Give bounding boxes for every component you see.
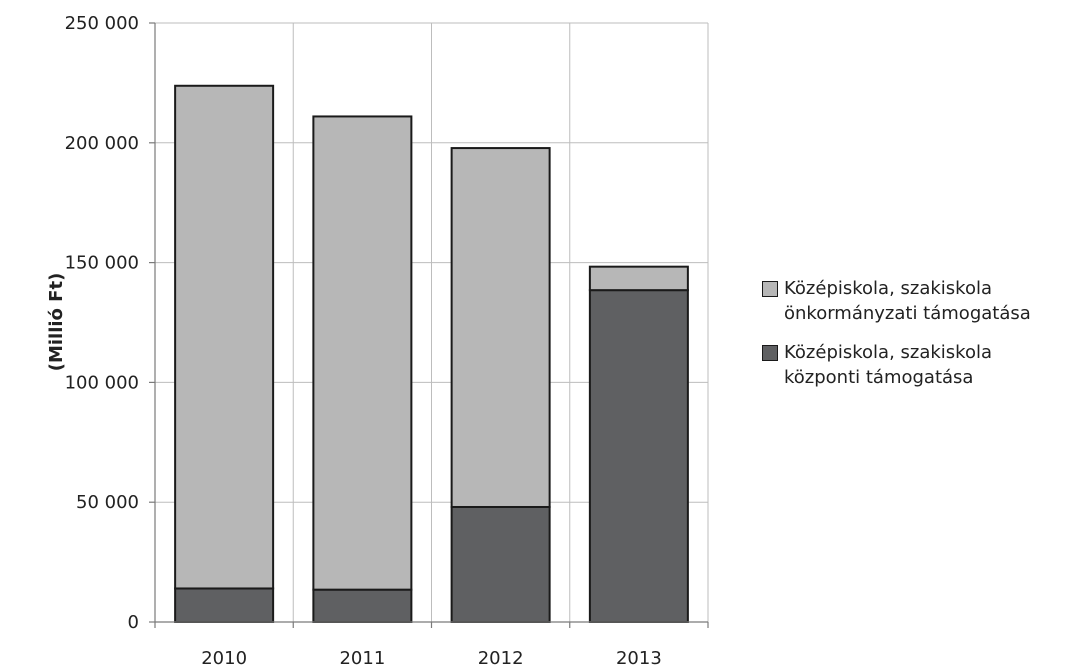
bar-onkormanyzati-2011 (312, 115, 413, 591)
x-tick-label: 2011 (339, 648, 385, 669)
y-tick-label: 0 (128, 612, 139, 633)
y-tick-label: 250 000 (65, 13, 139, 34)
legend-item-kozponti: Középiskola, szakiskola központi támogat… (762, 340, 1031, 390)
bar-onkormanyzati-2013 (588, 265, 689, 292)
legend-label-onkormanyzati: Középiskola, szakiskola önkormányzati tá… (784, 276, 1031, 326)
y-axis-label: (Millió Ft) (46, 273, 67, 372)
bar-kozponti-2013 (588, 289, 689, 623)
legend-swatch-kozponti (762, 345, 778, 361)
legend-label-line: központi támogatása (784, 367, 974, 388)
x-tick-label: 2012 (478, 648, 524, 669)
legend: Középiskola, szakiskola önkormányzati tá… (762, 276, 1031, 404)
x-tick-labels: 2010 2011 2012 2013 (201, 648, 662, 669)
y-tick-label: 100 000 (65, 372, 139, 393)
legend-label-line: önkormányzati támogatása (784, 303, 1031, 324)
legend-swatch-onkormanyzati (762, 281, 778, 297)
bar-kozponti-2010 (174, 587, 275, 623)
y-tick-label: 50 000 (76, 492, 139, 513)
legend-item-onkormanyzati: Középiskola, szakiskola önkormányzati tá… (762, 276, 1031, 326)
legend-label-line: Középiskola, szakiskola (784, 342, 993, 363)
bar-kozponti-2011 (312, 588, 413, 623)
y-tick-label: 150 000 (65, 253, 139, 274)
x-tick-label: 2010 (201, 648, 247, 669)
bars (174, 84, 689, 624)
legend-label-line: Középiskola, szakiskola (784, 278, 993, 299)
bar-onkormanyzati-2012 (450, 147, 551, 508)
x-tick-label: 2013 (616, 648, 662, 669)
y-tick-labels: 0 50 000 100 000 150 000 200 000 250 000 (65, 13, 139, 633)
y-tick-label: 200 000 (65, 133, 139, 154)
bar-onkormanyzati-2010 (174, 84, 275, 590)
axes (149, 22, 709, 628)
legend-label-kozponti: Középiskola, szakiskola központi támogat… (784, 340, 992, 390)
bar-kozponti-2012 (450, 505, 551, 624)
